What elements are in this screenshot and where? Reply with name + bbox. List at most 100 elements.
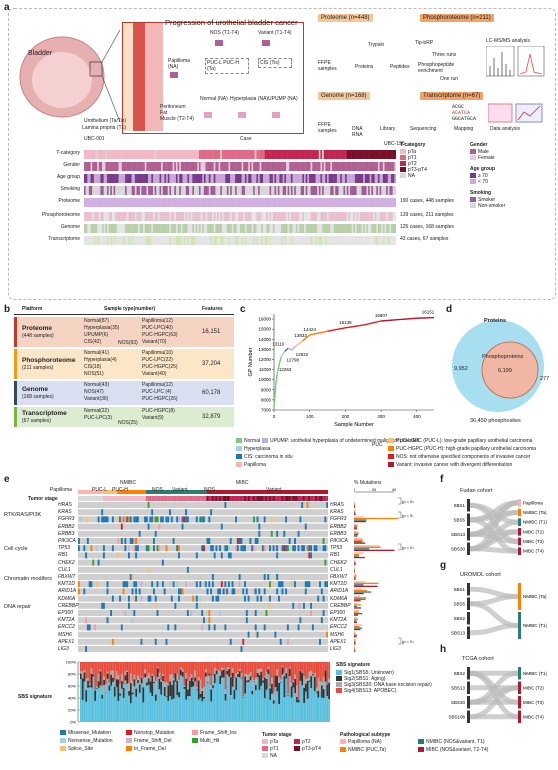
mutation-cell xyxy=(128,516,130,523)
omics-cell xyxy=(258,224,260,233)
omics-cell xyxy=(251,236,254,245)
omics-cell xyxy=(323,212,326,221)
gender-cell xyxy=(377,162,380,171)
gender-cell xyxy=(84,162,86,171)
mut-swatch xyxy=(60,746,66,752)
sbs-bar xyxy=(301,671,304,673)
sbs-bar xyxy=(312,662,314,674)
path-label: NMIBC (PUC,Ta) xyxy=(348,747,387,753)
gene-label: MSH6 xyxy=(58,631,72,638)
sbs-bar xyxy=(199,693,202,698)
omics-cell xyxy=(159,224,162,233)
gender-cell xyxy=(192,162,195,171)
mutation-cell xyxy=(95,581,98,588)
panel-label-c: c xyxy=(240,304,246,315)
omics-cell xyxy=(345,236,347,245)
tcat-cell xyxy=(233,150,236,159)
mutation-cell xyxy=(208,624,211,631)
smoke-cell xyxy=(289,186,292,195)
sbs-bar xyxy=(96,688,98,722)
omics-cell xyxy=(177,212,180,221)
sbs-bar xyxy=(181,676,184,722)
gene-label: PIK3CA xyxy=(58,538,76,544)
mutation-cell xyxy=(304,588,307,595)
sbs-bar xyxy=(305,691,307,722)
sbs-bar xyxy=(99,669,102,672)
sbs-bar xyxy=(267,662,270,667)
mutation-cell xyxy=(206,588,209,595)
age-cell xyxy=(167,174,170,183)
mutation-cell xyxy=(242,638,245,645)
tcat-cell xyxy=(220,150,223,159)
tcat-cell xyxy=(215,150,218,159)
tcat-cell xyxy=(202,150,205,159)
omics-cell xyxy=(277,236,280,245)
sbs-bar xyxy=(213,683,216,722)
mutation-cell xyxy=(210,509,213,516)
age-cell xyxy=(348,174,351,183)
omics-cell xyxy=(217,236,219,245)
age-cell xyxy=(154,174,157,183)
stage-hyperplasia: Hyperplasia (NA) xyxy=(230,96,269,102)
mutation-cell xyxy=(101,509,104,516)
pct-bar xyxy=(354,625,360,628)
smoke-cell xyxy=(197,186,200,195)
stage-cell xyxy=(94,496,96,501)
age-cell xyxy=(241,174,244,183)
bc-label: Papilloma xyxy=(244,462,266,468)
sbs-bar xyxy=(172,698,175,722)
omics-phospho: Phosphoroteome (n=211) xyxy=(420,14,494,22)
mutation-cell xyxy=(126,516,129,523)
age-cell xyxy=(315,174,318,183)
gender-cell xyxy=(138,162,141,171)
sankey-right-node xyxy=(518,612,521,639)
age-cell xyxy=(330,174,333,183)
omics-cell xyxy=(292,212,295,221)
sbs-bar xyxy=(85,701,88,722)
mutation-cell xyxy=(267,574,270,580)
omics-cell xyxy=(312,236,315,245)
tcat-cell xyxy=(198,150,201,159)
gender-cell xyxy=(111,162,114,171)
stage-cell xyxy=(251,496,254,501)
smoke-cell xyxy=(102,186,104,195)
sbs-bar xyxy=(301,685,304,722)
omics-cell xyxy=(139,236,142,245)
mutation-cell xyxy=(269,595,271,602)
mutation-cell xyxy=(111,545,114,552)
tcat-cell xyxy=(254,150,257,159)
sbs-bar xyxy=(88,685,91,688)
smoke-cell xyxy=(190,186,193,195)
omics-cell xyxy=(381,212,384,221)
omics-cell xyxy=(248,236,251,245)
gene-row-bg xyxy=(78,588,328,595)
mutation-cell xyxy=(119,595,121,602)
tcat-cell xyxy=(126,150,129,159)
tcat-cell xyxy=(88,150,91,159)
smoke-cell xyxy=(299,186,301,195)
tcat-cell xyxy=(284,150,287,159)
omics-cell xyxy=(100,212,103,221)
omics-cell xyxy=(354,224,357,233)
sbs-bar xyxy=(206,682,209,684)
omics-cell xyxy=(146,224,149,233)
smoke-cell xyxy=(285,186,288,195)
mutation-cell xyxy=(154,530,157,537)
omics-cell xyxy=(161,212,164,221)
pct-bar xyxy=(354,569,355,572)
omics-cell xyxy=(300,212,303,221)
omics-cell xyxy=(192,198,195,207)
tcat-cell xyxy=(281,150,283,159)
omics-cell xyxy=(300,198,303,207)
omics-cell xyxy=(274,212,277,221)
tcat-cell xyxy=(241,150,244,159)
legend-item: pT1 xyxy=(400,155,427,161)
track-label: Transcriptome xyxy=(48,236,80,242)
omics-cell xyxy=(356,224,359,233)
omics-cell xyxy=(248,198,251,207)
sbs-bar xyxy=(183,686,186,689)
tcat-cell xyxy=(389,150,392,159)
tcat-cell xyxy=(169,150,172,159)
omics-cell xyxy=(187,236,190,245)
group-label: PUC-H xyxy=(112,487,128,493)
